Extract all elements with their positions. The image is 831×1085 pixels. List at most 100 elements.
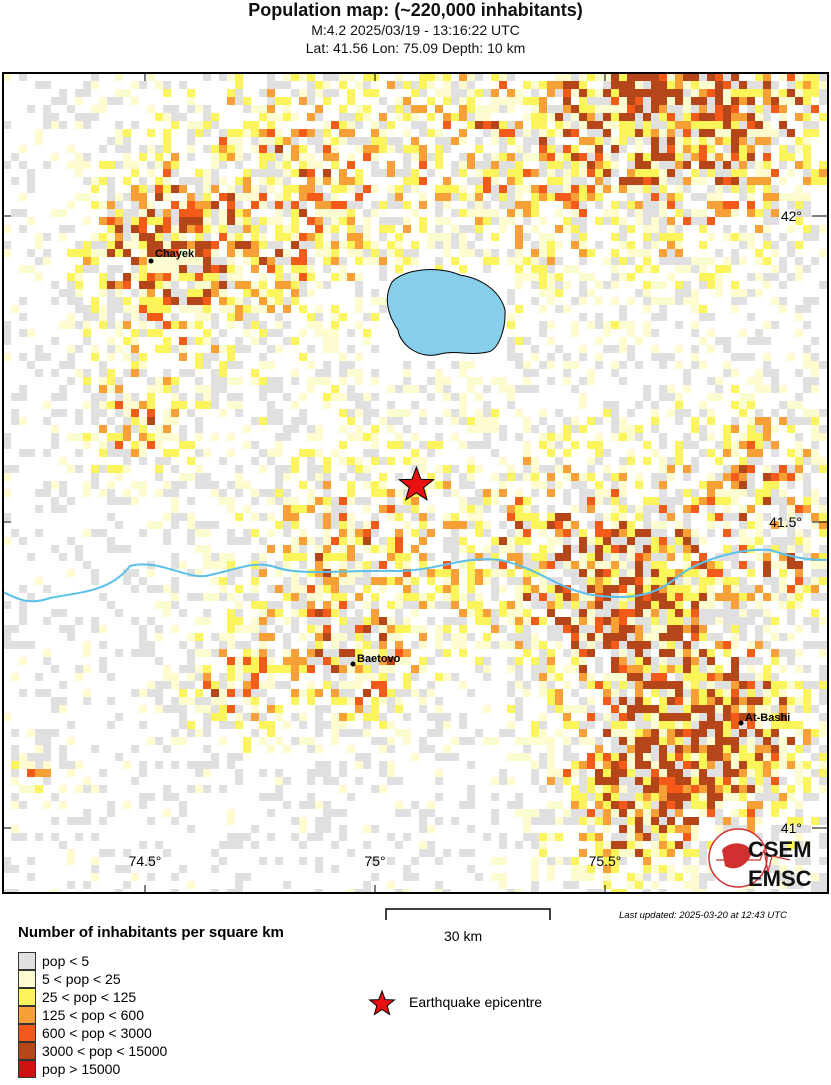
population-cell — [611, 689, 619, 697]
population-cell — [275, 321, 283, 329]
population-cell — [347, 649, 355, 657]
population-cell — [739, 473, 747, 481]
population-cell — [547, 265, 555, 273]
population-cell — [387, 657, 395, 665]
population-cell — [243, 641, 251, 649]
population-cell — [675, 161, 683, 169]
population-cell — [83, 177, 91, 185]
population-cell — [683, 641, 691, 649]
population-cell — [235, 473, 243, 481]
population-cell — [115, 321, 123, 329]
population-cell — [699, 241, 707, 249]
population-cell — [643, 233, 651, 241]
population-cell — [259, 329, 267, 337]
population-cell — [275, 97, 283, 105]
population-cell — [739, 617, 747, 625]
population-cell — [651, 161, 659, 169]
population-cell — [691, 361, 699, 369]
population-cell — [715, 705, 723, 713]
population-cell — [323, 457, 331, 465]
population-cell — [363, 329, 371, 337]
population-cell — [19, 225, 27, 233]
population-cell — [531, 617, 539, 625]
population-cell — [611, 417, 619, 425]
population-cell — [283, 161, 291, 169]
population-cell — [771, 657, 779, 665]
population-cell — [387, 241, 395, 249]
population-cell — [99, 489, 107, 497]
population-cell — [363, 233, 371, 241]
population-cell — [731, 417, 739, 425]
population-cell — [579, 81, 587, 89]
population-cell — [227, 681, 235, 689]
population-cell — [459, 721, 467, 729]
population-cell — [435, 641, 443, 649]
population-cell — [299, 169, 307, 177]
population-cell — [443, 145, 451, 153]
population-cell — [507, 153, 515, 161]
population-cell — [179, 233, 187, 241]
population-cell — [11, 745, 19, 753]
population-cell — [259, 217, 267, 225]
population-cell — [251, 321, 259, 329]
population-cell — [355, 561, 363, 569]
population-cell — [531, 593, 539, 601]
population-cell — [347, 481, 355, 489]
population-cell — [659, 169, 667, 177]
population-cell — [811, 737, 819, 745]
population-cell — [779, 161, 787, 169]
population-cell — [579, 249, 587, 257]
population-cell — [275, 585, 283, 593]
population-cell — [635, 105, 643, 113]
population-cell — [531, 761, 539, 769]
population-cell — [403, 145, 411, 153]
population-cell — [227, 377, 235, 385]
population-cell — [59, 761, 67, 769]
population-cell — [283, 489, 291, 497]
population-cell — [243, 713, 251, 721]
population-cell — [739, 561, 747, 569]
population-cell — [747, 129, 755, 137]
population-cell — [619, 97, 627, 105]
population-cell — [787, 249, 795, 257]
population-cell — [387, 489, 395, 497]
population-cell — [163, 745, 171, 753]
population-cell — [259, 657, 267, 665]
population-cell — [723, 129, 731, 137]
population-cell — [731, 89, 739, 97]
population-cell — [379, 273, 387, 281]
population-cell — [595, 617, 603, 625]
population-cell — [595, 457, 603, 465]
population-cell — [587, 553, 595, 561]
population-cell — [467, 425, 475, 433]
population-cell — [275, 713, 283, 721]
population-cell — [299, 329, 307, 337]
population-cell — [179, 369, 187, 377]
population-cell — [219, 193, 227, 201]
population-cell — [531, 353, 539, 361]
population-cell — [291, 201, 299, 209]
population-cell — [211, 393, 219, 401]
population-cell — [203, 649, 211, 657]
population-cell — [699, 449, 707, 457]
population-cell — [483, 489, 491, 497]
population-cell — [363, 497, 371, 505]
population-cell — [315, 433, 323, 441]
population-cell — [131, 217, 139, 225]
population-cell — [451, 417, 459, 425]
population-cell — [571, 505, 579, 513]
population-cell — [251, 553, 259, 561]
population-cell — [763, 745, 771, 753]
population-cell — [667, 129, 675, 137]
population-cell — [67, 361, 75, 369]
population-cell — [163, 409, 171, 417]
population-cell — [387, 169, 395, 177]
population-cell — [531, 137, 539, 145]
population-cell — [659, 593, 667, 601]
population-cell — [339, 457, 347, 465]
population-cell — [163, 417, 171, 425]
population-cell — [747, 161, 755, 169]
population-cell — [147, 385, 155, 393]
population-cell — [275, 217, 283, 225]
population-cell — [691, 425, 699, 433]
